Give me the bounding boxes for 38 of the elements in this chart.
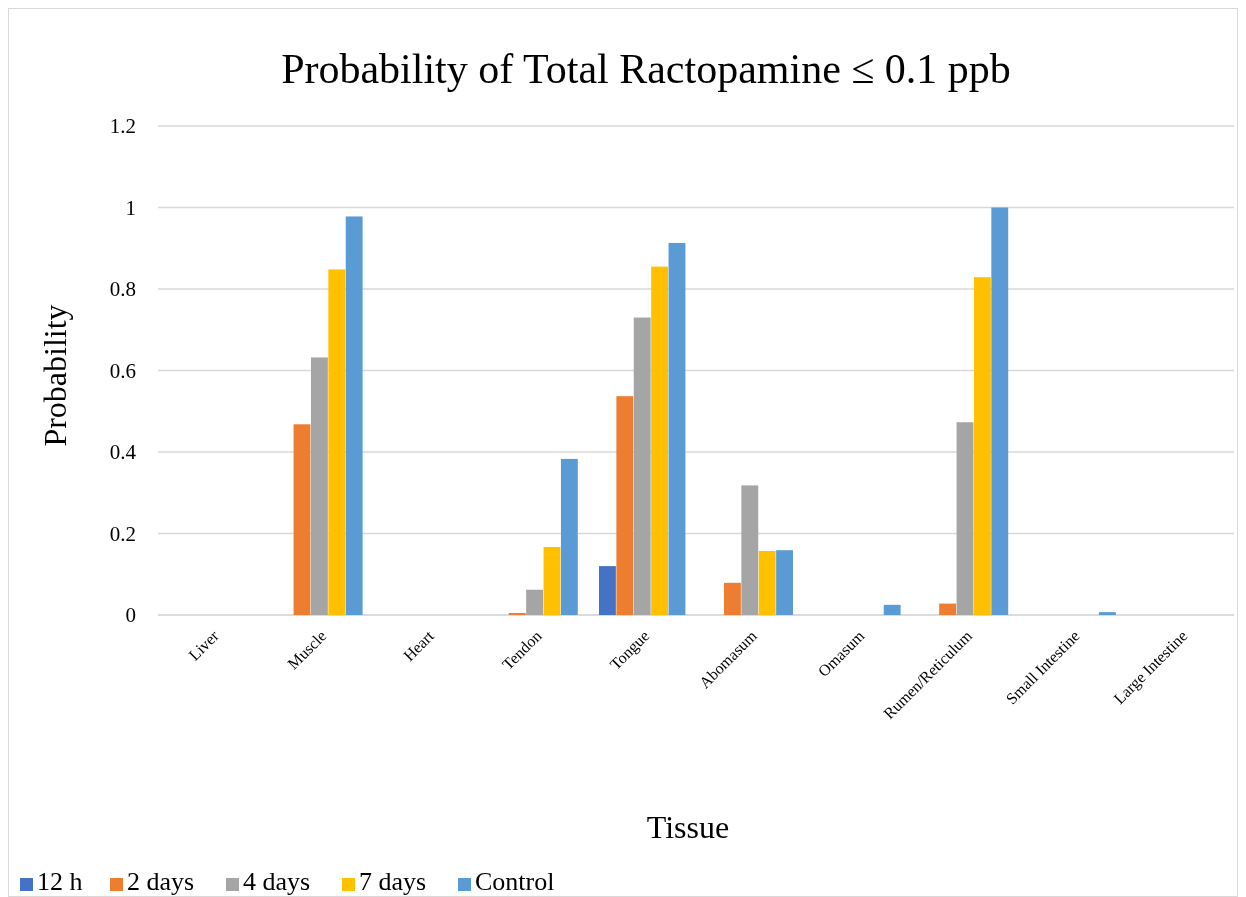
bar: [668, 242, 686, 615]
bar: [328, 269, 346, 615]
bar: [973, 277, 991, 615]
bar: [508, 612, 526, 615]
legend-label: 2 days: [127, 867, 195, 896]
y-axis-title: Probability: [37, 304, 73, 447]
legend-label: 7 days: [359, 867, 427, 896]
y-tick-label: 0: [125, 603, 136, 628]
y-tick-label: 1.2: [109, 114, 136, 139]
bar: [939, 603, 957, 615]
legend-label: 4 days: [243, 867, 311, 896]
bar: [723, 582, 741, 615]
legend-label: 12 h: [37, 867, 83, 896]
bar: [741, 485, 759, 615]
bar: [543, 546, 561, 615]
bar: [991, 207, 1009, 615]
y-tick-label: 0.4: [109, 440, 137, 465]
y-tick-label: 0.8: [109, 277, 136, 302]
bar: [310, 357, 328, 615]
y-tick-label: 0.2: [109, 521, 136, 546]
bar: [758, 551, 776, 615]
bar: [599, 566, 616, 615]
bar: [956, 422, 974, 615]
bar: [293, 424, 311, 615]
bar: [616, 396, 634, 615]
bar: [651, 266, 669, 615]
chart-title: Probability of Total Ractopamine ≤ 0.1 ppb: [281, 46, 1011, 92]
legend-label: Control: [475, 867, 555, 896]
y-tick-label: 0.6: [109, 358, 136, 383]
bar: [526, 589, 544, 615]
x-axis-title: Tissue: [646, 809, 730, 845]
bar: [883, 604, 901, 615]
y-tick-label: 1: [125, 195, 136, 220]
bar: [560, 458, 578, 615]
bar: [345, 216, 363, 615]
bar: [1098, 612, 1116, 615]
bar: [776, 550, 793, 615]
bar: [633, 317, 651, 615]
